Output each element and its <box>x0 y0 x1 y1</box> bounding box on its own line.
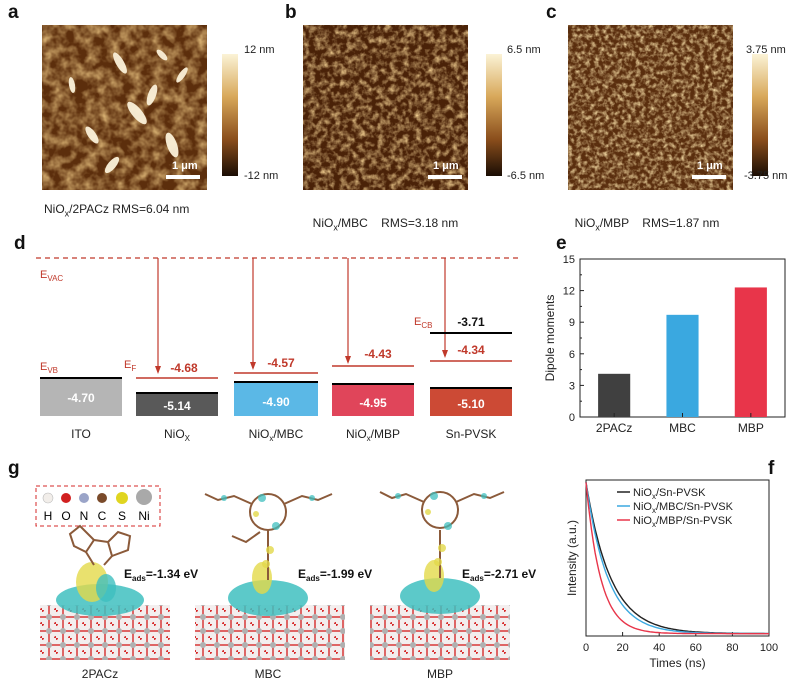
x-tick-label-f: 80 <box>726 642 738 654</box>
panel-c-label: c <box>546 2 557 23</box>
name-mbc: MBC <box>255 667 282 681</box>
block-pvsk <box>430 388 512 416</box>
evac-label: EVAC <box>40 269 63 283</box>
name-mbp: MBP <box>427 667 453 681</box>
colorbar-bottom-a: -12 nm <box>244 170 279 182</box>
panel-f-label: f <box>768 458 775 479</box>
scale-label-c: 1 μm <box>697 160 723 172</box>
name-2pacz: 2PACz <box>82 667 118 681</box>
legend-o: O <box>61 509 70 523</box>
mbc-name: NiOx/MBC <box>249 427 304 443</box>
y-tick-label-e: 9 <box>569 317 575 329</box>
y-axis-label-f: Intensity (a.u.) <box>565 520 579 596</box>
mbc-fermi-value: -4.57 <box>267 356 295 370</box>
ecb-label: ECB <box>414 316 432 330</box>
y-axis-label-e: Dipole moments <box>543 295 557 382</box>
colorbar-top-a: 12 nm <box>244 44 275 56</box>
x-tick-label-mbp: MBP <box>738 421 764 435</box>
x-tick-label-mbc: MBC <box>669 421 696 435</box>
legend-label-3: NiOx/MBP/Sn-PVSK <box>633 515 733 529</box>
caption-c: NiOx/MBP RMS=1.87 nm <box>574 216 720 233</box>
scale-label-a: 1 μm <box>172 160 198 172</box>
y-tick-label-e: 3 <box>569 380 575 392</box>
legend-h: H <box>44 509 53 523</box>
ito-vb-value: -4.70 <box>67 391 95 405</box>
pvsk-vb-value: -5.10 <box>457 397 485 411</box>
niox-vb-value: -5.14 <box>163 399 191 413</box>
energy-diagram: EVAC EVB -4.70 ITO EF -4.68 -5.14 NiOX -… <box>36 257 518 443</box>
caption-b: NiOx/MBC RMS=3.18 nm <box>312 216 459 233</box>
series-line-3 <box>585 482 769 635</box>
afm-image-a <box>42 25 207 190</box>
panel-a-label: a <box>8 2 19 23</box>
eads-mbc: Eads=-1.99 eV <box>298 567 372 583</box>
x-tick-label-f: 60 <box>690 642 702 654</box>
mbp-name: NiOx/MBP <box>346 427 400 443</box>
colorbar-bottom-c: -3.75 nm <box>744 170 788 182</box>
legend-label-1: NiOx/Sn-PVSK <box>633 487 706 501</box>
legend-c: C <box>98 509 107 523</box>
panel-e-label: e <box>556 233 567 254</box>
legend-label-2: NiOx/MBC/Sn-PVSK <box>633 501 734 515</box>
eads-mbp: Eads=-2.71 eV <box>462 567 536 583</box>
x-tick-label-f: 20 <box>616 642 628 654</box>
y-tick-label-e: 15 <box>563 254 575 266</box>
structure-mbc: Eads=-1.99 eV MBC <box>195 493 372 681</box>
legend-ni: Ni <box>138 509 149 523</box>
block-mbp <box>332 384 414 416</box>
mbp-vb-value: -4.95 <box>359 396 387 410</box>
bar-mbp <box>734 287 767 417</box>
legend-s: S <box>118 509 126 523</box>
afm-image-c <box>568 25 733 190</box>
atom-legend: H O N C S Ni <box>42 489 152 523</box>
bar-mbc <box>666 314 699 417</box>
y-tick-label-e: 12 <box>563 286 575 298</box>
x-tick-label-f: 0 <box>583 642 589 654</box>
block-ito <box>40 378 122 416</box>
scale-bar-b <box>428 175 462 179</box>
afm-image-b <box>303 25 468 190</box>
legend-n: N <box>80 509 89 523</box>
eads-2pacz: Eads=-1.34 eV <box>124 567 198 583</box>
scale-bar-a <box>166 175 200 179</box>
dft-structures: H O N C S Ni Eads=-1.34 eV 2PACz <box>35 485 536 681</box>
block-niox <box>136 393 218 416</box>
ef-label: EF <box>124 359 136 373</box>
ito-name: ITO <box>71 427 91 441</box>
bar-2pacz <box>598 373 631 417</box>
niox-name: NiOX <box>164 427 191 443</box>
pvsk-cb-value: -3.71 <box>457 315 485 329</box>
atom-legend-box <box>35 485 161 527</box>
scale-bar-c <box>692 175 726 179</box>
structure-2pacz: Eads=-1.34 eV 2PACz <box>40 524 198 681</box>
panel-g-label: g <box>8 458 20 479</box>
dipole-bar-chart: 0 3 6 9 12 15 2PACz MBC MBP Dipole moments <box>543 254 786 435</box>
colorbar-bottom-b: -6.5 nm <box>507 170 545 182</box>
colorbar-top-b: 6.5 nm <box>507 44 541 56</box>
y-tick-label-e: 6 <box>569 349 575 361</box>
caption-a: NiOx/2PACz RMS=6.04 nm <box>44 202 190 219</box>
x-tick-label-2pacz: 2PACz <box>596 421 632 435</box>
mbc-vb-value: -4.90 <box>262 395 290 409</box>
scale-label-b: 1 μm <box>433 160 459 172</box>
niox-fermi-value: -4.68 <box>170 361 198 375</box>
colorbar-a <box>222 54 238 176</box>
structure-mbp: Eads=-2.71 eV MBP <box>370 491 536 681</box>
panel-d-label: d <box>14 233 26 254</box>
pvsk-fermi-value: -4.34 <box>457 343 485 357</box>
mbp-fermi-value: -4.43 <box>364 347 392 361</box>
plot-frame-f <box>585 479 770 637</box>
colorbar-b <box>486 54 502 176</box>
x-tick-label-f: 40 <box>653 642 665 654</box>
colorbar-c <box>752 54 768 176</box>
x-axis-label-f: Times (ns) <box>649 656 705 670</box>
colorbar-top-c: 3.75 nm <box>746 44 786 56</box>
block-mbc <box>234 382 318 416</box>
y-tick-label-e: 0 <box>569 412 575 424</box>
pvsk-name: Sn-PVSK <box>446 427 497 441</box>
x-tick-label-f: 100 <box>760 642 778 654</box>
pl-decay-chart: 0 20 40 60 80 100 NiOx/Sn-PVSKNiOx/MBC/Sn-PVSK… <box>565 479 778 670</box>
panel-b-label: b <box>285 2 297 23</box>
evb-label: EVB <box>40 361 58 375</box>
